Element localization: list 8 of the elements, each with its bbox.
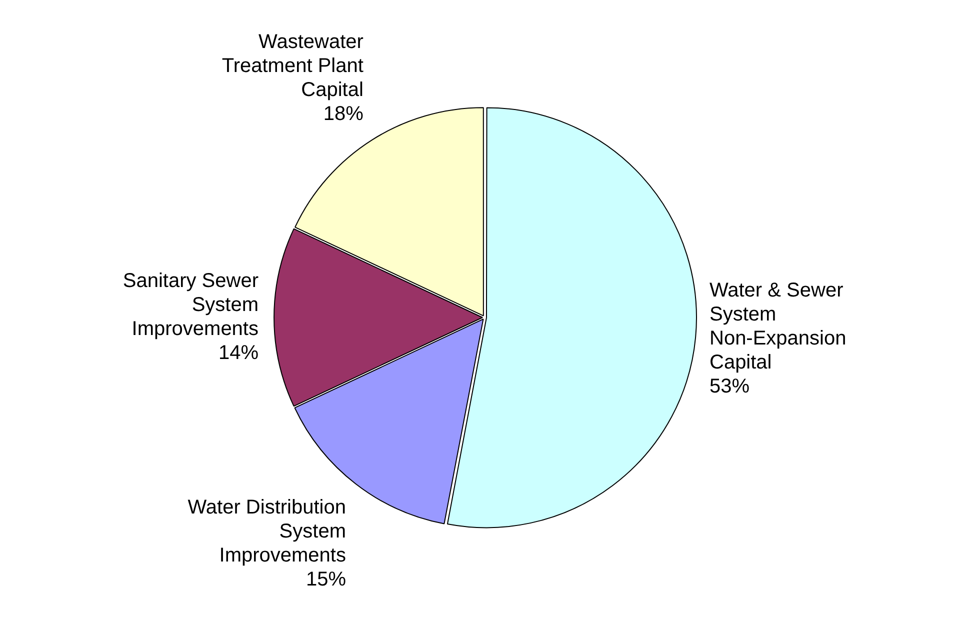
slice-label: Water Distribution System Improvements bbox=[188, 496, 346, 567]
data-label: 14% bbox=[218, 342, 259, 364]
data-label: 15% bbox=[306, 568, 346, 591]
data-label: 53% bbox=[709, 375, 750, 398]
slice-label: Wastewater Treatment Plant Capital bbox=[222, 31, 364, 102]
slice-label: Water & Sewer System Non-Expansion Capital bbox=[709, 279, 846, 374]
slice-label: Sanitary Sewer System Improvements bbox=[122, 270, 259, 340]
data-label: 18% bbox=[323, 103, 364, 126]
